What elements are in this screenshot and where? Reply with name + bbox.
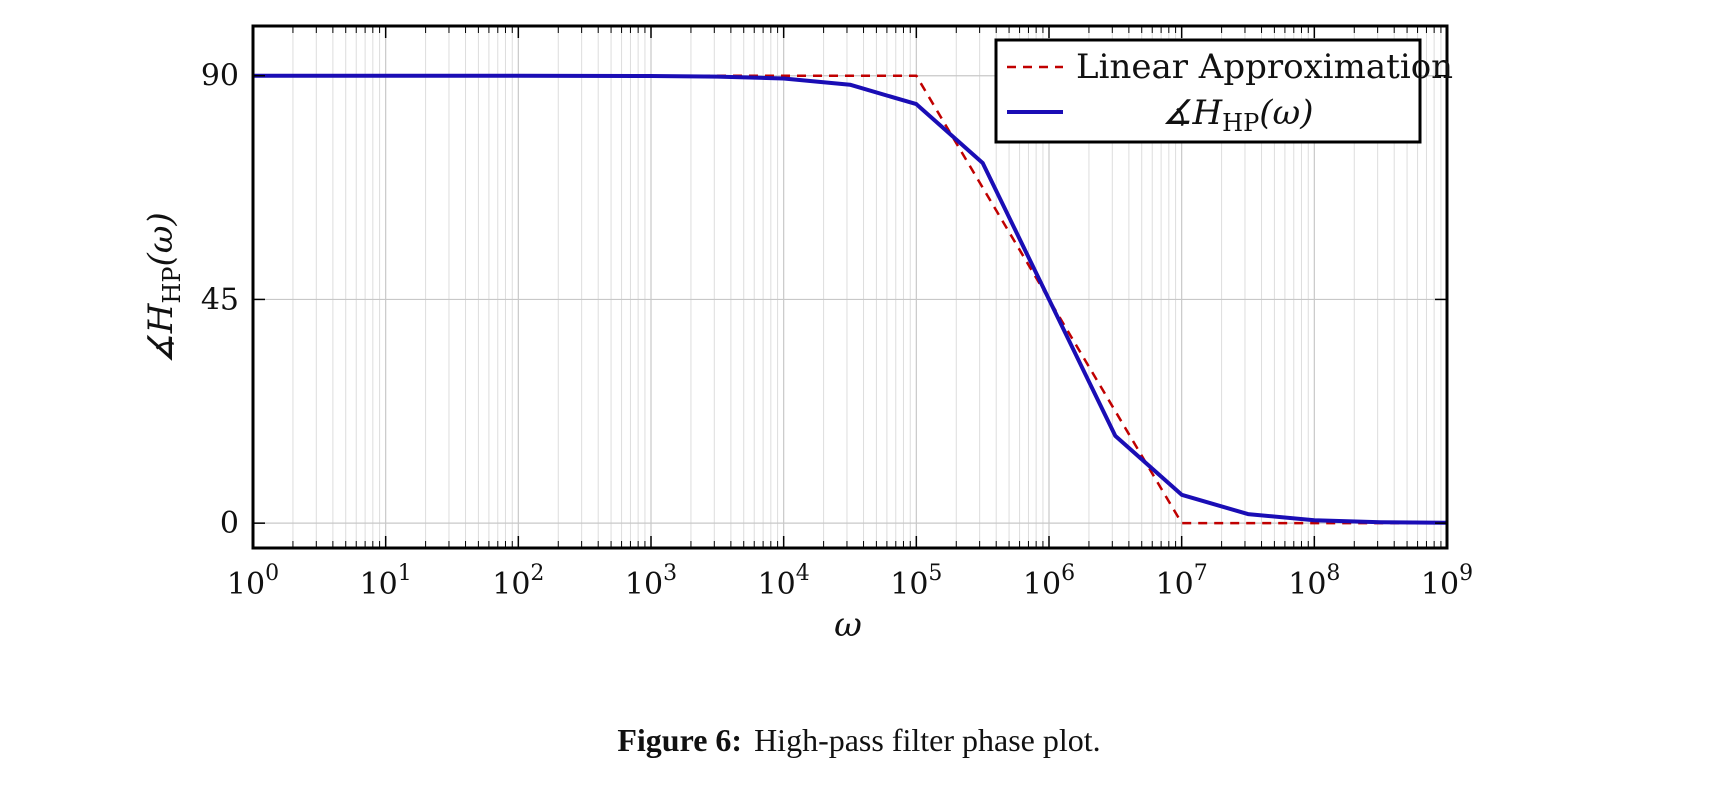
plot-series [253,73,1448,525]
x-tick-label: 105 [890,561,942,602]
x-axis-label: ω [834,605,862,645]
caption-text: High-pass filter phase plot. [754,722,1101,758]
x-tick-labels: 100 101 102 103 104 105 106 107 108 109 [227,561,1473,602]
x-tick-label: 101 [360,561,412,602]
y-tick-labels: 0 45 90 [201,59,239,541]
y-tick-label: 45 [201,282,239,317]
x-tick-label: 106 [1023,561,1075,602]
plot-frame [251,24,1449,550]
legend: Linear Approximation ∡HHP(ω) [994,38,1453,144]
x-tick-label: 100 [227,561,279,602]
figure-caption: Figure 6: High-pass filter phase plot. [0,722,1718,759]
x-tick-label: 104 [758,561,810,602]
y-axis-label: ∡HHP(ω) [141,212,186,363]
x-tick-label: 109 [1421,561,1473,602]
legend-linear-label: Linear Approximation [1076,47,1453,87]
x-tick-label: 102 [492,561,544,602]
legend-box [994,38,1422,144]
x-tick-label: 103 [625,561,677,602]
y-tick-label: 0 [220,506,239,541]
x-tick-label: 108 [1288,561,1340,602]
figure-label: Figure 6: [617,722,743,758]
phase-plot: 100 101 102 103 104 105 106 107 108 109 0 45 90 ω ∡… [141,24,1473,645]
legend-phase-label: ∡HHP(ω) [1162,93,1313,137]
x-tick-label: 107 [1156,561,1208,602]
series-line-linear-approximation [253,74,1447,525]
axis-ticks [252,26,1448,548]
series-line-phase [253,73,1448,525]
y-tick-label: 90 [201,59,239,94]
